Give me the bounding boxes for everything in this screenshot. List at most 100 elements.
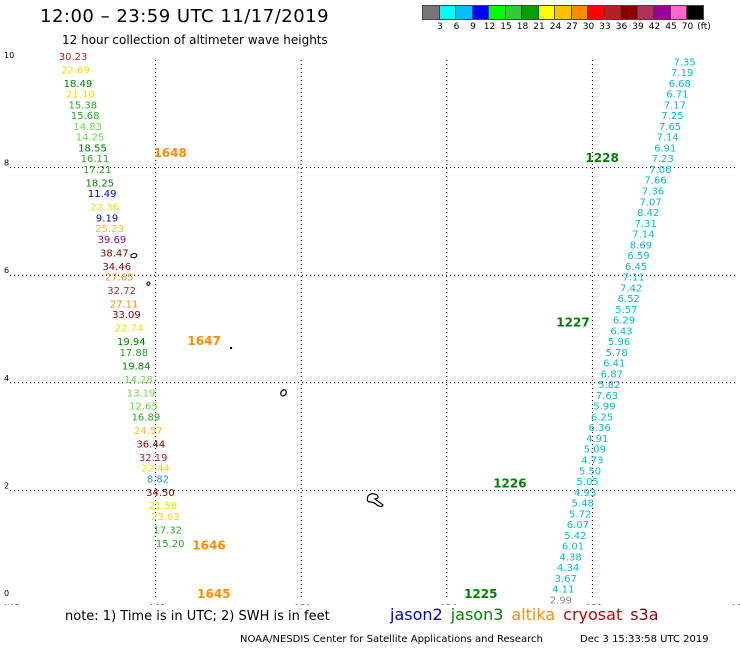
swh-value: 6.43: [610, 326, 632, 337]
legend-label: 39: [632, 22, 644, 32]
swh-value: 32.72: [107, 286, 136, 297]
swh-value: 7.11: [623, 273, 645, 284]
wave-height-map: -165 -162 -159 -156 -153 -150 0 2 4 6 8 10 30.23 22.…: [0, 51, 740, 605]
swh-value: 6.29: [613, 316, 635, 327]
swh-value: 13.19: [127, 388, 156, 399]
units-note: note: 1) Time is in UTC; 2) SWH is in fe…: [65, 609, 330, 624]
swh-value: 5.42: [564, 531, 586, 542]
legend-label: 24: [549, 22, 562, 32]
satellite-name: altika: [511, 605, 556, 624]
swh-value: 7.07: [640, 197, 662, 208]
swh-value: 5.48: [572, 499, 594, 510]
swh-value: 9.19: [96, 213, 118, 224]
swh-value: 4.73: [581, 456, 603, 467]
swh-value: 7.66: [644, 176, 666, 187]
swh-value: 6.01: [562, 542, 584, 553]
pass-label: 1646: [192, 539, 225, 553]
swh-value: 22.44: [141, 464, 170, 475]
swh-value: 18.55: [78, 143, 107, 154]
y-tick-label: 10: [4, 51, 14, 60]
x-tick-label: -162: [145, 604, 165, 605]
swh-value: 14.28: [124, 375, 153, 386]
island: [280, 389, 287, 397]
legend-label: 33: [599, 22, 611, 32]
swh-value: 7.14: [656, 133, 678, 144]
x-tick-label: -153: [582, 604, 602, 605]
swh-value: 6.68: [669, 79, 691, 90]
pass-label: 1648: [153, 146, 186, 160]
swh-value: 6.36: [589, 423, 611, 434]
swh-value: 24.57: [134, 426, 163, 437]
island: [146, 281, 151, 286]
swh-value: 4.34: [557, 563, 579, 574]
swh-value: 32.19: [139, 453, 168, 464]
pass-label: 1647: [187, 334, 220, 348]
swh-value: 17.88: [119, 348, 148, 359]
swh-value: 6.91: [654, 143, 676, 154]
x-tick-label: -159: [291, 604, 312, 605]
credit-line: NOAA/NESDIS Center for Satellite Applica…: [240, 634, 543, 645]
swh-value: 27.65: [105, 273, 134, 284]
swh-value: 34.46: [102, 262, 131, 273]
swh-value: 7.35: [673, 57, 695, 68]
swh-value: 8.69: [630, 240, 652, 251]
pass-label: 1645: [197, 587, 230, 601]
x-tick-label: -150: [728, 604, 740, 605]
swh-value: 36.44: [136, 439, 165, 450]
pass-label: 1226: [493, 477, 526, 491]
legend-label: 70: [681, 22, 694, 32]
island: [229, 346, 233, 350]
swh-value: 7.06: [649, 165, 671, 176]
swh-value: 17.32: [153, 525, 182, 536]
swh-value: 7.19: [671, 68, 693, 79]
legend-label: 45: [665, 22, 677, 32]
swh-value: 16.89: [132, 412, 161, 423]
swh-value: 5.57: [615, 305, 637, 316]
x-tick-label: -156: [437, 604, 458, 605]
swh-value: 4.38: [559, 552, 581, 563]
swh-value: 7.23: [652, 154, 674, 165]
swh-value: 5.09: [584, 445, 606, 456]
swh-value: 11.49: [88, 189, 117, 200]
pass-label: 1225: [464, 587, 497, 601]
swh-value: 6.87: [601, 369, 623, 380]
swh-value: 7.14: [632, 230, 654, 241]
swh-value: 4.11: [552, 585, 574, 596]
swh-value: 6.71: [666, 90, 688, 101]
y-tick-label: 6: [4, 266, 9, 275]
swh-value: 7.25: [661, 111, 683, 122]
legend-labels: 3 6 9 12 15 18 21 24 27 30 33 36 39 42 45 70 (ft): [423, 22, 740, 34]
swh-value: 15.68: [71, 111, 100, 122]
satellite-name: jason2: [390, 605, 443, 624]
island: [130, 253, 138, 259]
swh-value: 6.07: [567, 520, 589, 531]
legend-swatch: [686, 5, 704, 20]
swh-value: 33.09: [112, 310, 141, 321]
swh-value: 25.23: [95, 224, 124, 235]
legend-label: 30: [582, 22, 595, 32]
swh-value: 5.72: [569, 509, 591, 520]
swh-value: 6.41: [603, 359, 625, 370]
x-tick-label: -165: [0, 604, 20, 605]
swh-value: 38.47: [100, 248, 129, 259]
swh-value: 5.96: [608, 337, 630, 348]
swh-value: 7.65: [659, 122, 681, 133]
legend-label: 27: [566, 22, 578, 32]
swh-value: 15.38: [68, 100, 97, 111]
swh-value: 8.42: [637, 208, 659, 219]
swh-value: 5.82: [598, 380, 620, 391]
map-grid: [10, 60, 738, 598]
swh-value: 5.99: [593, 402, 615, 413]
legend-label: 12: [483, 22, 496, 32]
swh-value: 6.59: [627, 251, 649, 262]
swh-value: 6.45: [625, 262, 647, 273]
legend-swatches: [422, 5, 704, 20]
timestamp: Dec 3 15:33:58 UTC 2019: [580, 634, 709, 645]
swh-value: 4.93: [574, 488, 596, 499]
swh-value: 5.05: [576, 477, 598, 488]
swh-value: 34.50: [146, 488, 175, 499]
legend-label: 18: [516, 22, 529, 32]
swh-value: 18.25: [85, 178, 114, 189]
swh-value: 6.52: [618, 294, 640, 305]
satellite-legend: jason2 jason3 altika cryosat s3a: [390, 605, 667, 624]
